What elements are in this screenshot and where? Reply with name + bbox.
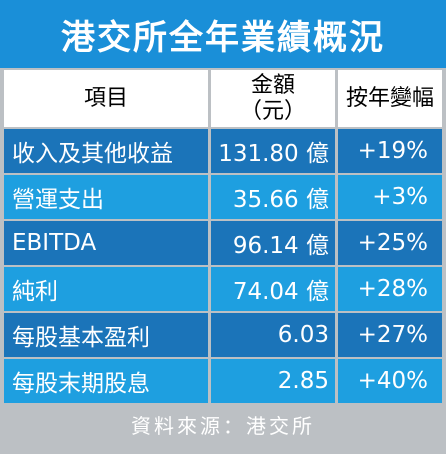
row-item: EBITDA bbox=[4, 221, 208, 265]
table-row: 每股末期股息 2.85 +40% bbox=[4, 359, 442, 403]
row-amount: 96.14 億 bbox=[211, 221, 335, 265]
header-item: 項目 bbox=[4, 70, 208, 127]
header-change-label: 按年變幅 bbox=[345, 85, 434, 111]
row-amount: 35.66 億 bbox=[211, 175, 335, 219]
table-body: 收入及其他收益 131.80 億 +19% 營運支出 35.66 億 +3% E… bbox=[4, 129, 442, 405]
row-change: +27% bbox=[338, 313, 442, 357]
row-change: +19% bbox=[338, 129, 442, 173]
table-row: 營運支出 35.66 億 +3% bbox=[4, 175, 442, 219]
row-item: 純利 bbox=[4, 267, 208, 311]
header-item-label: 項目 bbox=[83, 85, 128, 111]
header-change: 按年變幅 bbox=[338, 70, 442, 127]
table-header: 項目 金額 （元） 按年變幅 bbox=[4, 70, 442, 127]
row-item: 營運支出 bbox=[4, 175, 208, 219]
row-change: +28% bbox=[338, 267, 442, 311]
header-amount: 金額 （元） bbox=[211, 70, 335, 127]
row-amount: 2.85 bbox=[211, 359, 335, 403]
row-amount: 74.04 億 bbox=[211, 267, 335, 311]
row-item: 每股基本盈利 bbox=[4, 313, 208, 357]
page-title: 港交所全年業績概況 bbox=[0, 0, 446, 68]
row-amount: 131.80 億 bbox=[211, 129, 335, 173]
table-row: 收入及其他收益 131.80 億 +19% bbox=[4, 129, 442, 173]
table-row: 純利 74.04 億 +28% bbox=[4, 267, 442, 311]
row-change: +25% bbox=[338, 221, 442, 265]
header-amount-unit: （元） bbox=[239, 98, 306, 124]
row-item: 收入及其他收益 bbox=[4, 129, 208, 173]
table-row: EBITDA 96.14 億 +25% bbox=[4, 221, 442, 265]
table-row: 每股基本盈利 6.03 +27% bbox=[4, 313, 442, 357]
row-change: +40% bbox=[338, 359, 442, 403]
row-item: 每股末期股息 bbox=[4, 359, 208, 403]
row-change: +3% bbox=[338, 175, 442, 219]
row-amount: 6.03 bbox=[211, 313, 335, 357]
header-amount-label: 金額 bbox=[250, 72, 295, 98]
source-note: 資料來源：港交所 bbox=[131, 413, 315, 438]
